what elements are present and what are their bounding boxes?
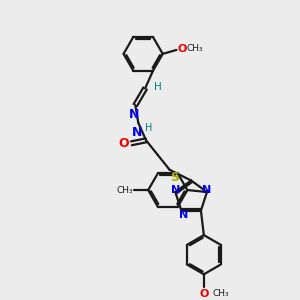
Text: N: N [179,210,188,220]
Text: H: H [154,82,162,92]
Text: N: N [129,108,140,121]
Text: H: H [145,123,152,133]
Text: CH₃: CH₃ [186,44,203,53]
Text: CH₃: CH₃ [117,186,134,195]
Text: CH₃: CH₃ [213,290,229,298]
Text: O: O [119,137,129,150]
Text: S: S [171,171,180,184]
Text: O: O [199,289,208,299]
Text: N: N [171,185,180,195]
Text: O: O [177,44,187,54]
Text: N: N [132,126,142,139]
Text: N: N [202,185,212,195]
